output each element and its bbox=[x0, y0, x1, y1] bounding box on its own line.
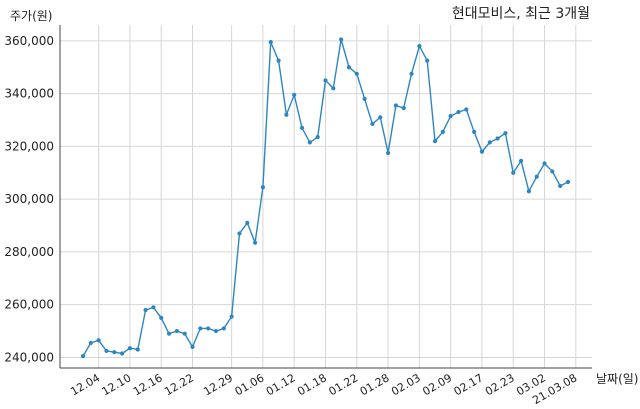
y-tick-label: 340,000 bbox=[4, 87, 54, 101]
data-point bbox=[229, 314, 234, 319]
data-point bbox=[315, 135, 320, 140]
x-tick-label: 12.16 bbox=[131, 371, 165, 398]
y-tick-label: 320,000 bbox=[4, 139, 54, 153]
data-point bbox=[80, 354, 86, 359]
data-point bbox=[425, 58, 430, 63]
y-tick-labels: 240,000 260,000 280,000 300,000 320,000 340,0… bbox=[4, 34, 54, 365]
y-tick-label: 240,000 bbox=[4, 350, 54, 364]
data-point bbox=[307, 140, 312, 145]
data-point bbox=[166, 331, 172, 336]
data-point bbox=[190, 344, 195, 349]
data-point bbox=[487, 140, 492, 145]
data-point bbox=[417, 44, 422, 49]
data-point bbox=[534, 174, 539, 179]
y-tick-label: 360,000 bbox=[4, 34, 54, 48]
data-point bbox=[135, 347, 140, 352]
data-point bbox=[276, 58, 281, 63]
data-point bbox=[112, 350, 117, 355]
x-tick-label: 02.09 bbox=[420, 371, 454, 398]
data-point bbox=[292, 92, 297, 98]
data-point bbox=[354, 71, 359, 76]
data-point bbox=[245, 220, 250, 225]
data-point bbox=[472, 129, 477, 134]
data-point bbox=[331, 86, 336, 91]
data-point bbox=[159, 315, 164, 320]
data-point bbox=[96, 338, 101, 343]
x-tick-label: 02.23 bbox=[483, 371, 517, 398]
data-point bbox=[284, 112, 289, 117]
x-tick-label: 12.04 bbox=[68, 371, 102, 398]
data-point bbox=[526, 189, 531, 194]
data-point bbox=[440, 129, 445, 134]
data-point bbox=[143, 307, 148, 313]
data-point bbox=[495, 136, 500, 141]
data-point bbox=[432, 138, 438, 144]
data-point bbox=[346, 65, 352, 70]
data-point bbox=[511, 170, 516, 175]
x-tick-label: 12.29 bbox=[201, 371, 235, 398]
data-point bbox=[221, 326, 226, 331]
data-point bbox=[456, 109, 461, 115]
data-point bbox=[393, 103, 399, 108]
data-point bbox=[503, 131, 508, 136]
data-point bbox=[213, 328, 219, 334]
y-tick-label: 280,000 bbox=[4, 245, 54, 259]
horizontal-gridlines bbox=[60, 40, 592, 358]
x-tick-label: 02.03 bbox=[389, 371, 423, 398]
data-point bbox=[198, 326, 203, 331]
x-tick-label: 01.12 bbox=[264, 371, 298, 398]
data-point bbox=[464, 107, 469, 112]
data-point bbox=[151, 305, 156, 310]
data-point bbox=[378, 115, 383, 120]
data-point bbox=[558, 183, 563, 189]
data-point bbox=[550, 169, 555, 174]
x-tick-label: 02.17 bbox=[452, 371, 486, 398]
data-point bbox=[323, 78, 328, 83]
data-point bbox=[174, 328, 179, 334]
x-axis-label: 날짜(일) bbox=[596, 372, 638, 386]
price-points bbox=[80, 37, 571, 359]
vertical-gridlines bbox=[98, 25, 577, 368]
y-axis-label: 주가(원) bbox=[10, 9, 52, 23]
data-point bbox=[299, 125, 305, 130]
data-point bbox=[127, 346, 133, 351]
data-point bbox=[206, 326, 211, 331]
chart-title: 현대모비스, 최근 3개월 bbox=[452, 6, 590, 22]
data-point bbox=[252, 240, 258, 245]
data-point bbox=[182, 331, 187, 336]
data-point bbox=[409, 71, 414, 76]
y-tick-label: 300,000 bbox=[4, 192, 54, 206]
data-point bbox=[339, 37, 344, 42]
x-tick-label: 01.18 bbox=[295, 371, 329, 398]
x-tick-label: 01.22 bbox=[327, 371, 361, 398]
data-point bbox=[565, 179, 571, 185]
data-point bbox=[268, 40, 273, 45]
data-point bbox=[370, 121, 375, 127]
data-point bbox=[120, 351, 125, 356]
data-point bbox=[518, 158, 524, 163]
data-point bbox=[104, 348, 109, 353]
data-point bbox=[401, 106, 406, 111]
data-point bbox=[362, 96, 367, 101]
data-point bbox=[88, 340, 93, 346]
data-point bbox=[260, 185, 266, 190]
x-tick-label: 01.28 bbox=[358, 371, 392, 398]
x-tick-label: 01.06 bbox=[233, 371, 267, 398]
data-point bbox=[448, 113, 453, 119]
x-tick-label: 12.10 bbox=[100, 371, 134, 398]
data-point bbox=[479, 149, 485, 154]
data-point bbox=[385, 150, 391, 156]
y-tick-label: 260,000 bbox=[4, 298, 54, 312]
x-tick-label: 12.22 bbox=[162, 371, 196, 398]
data-point bbox=[237, 231, 242, 236]
data-point bbox=[542, 161, 547, 166]
